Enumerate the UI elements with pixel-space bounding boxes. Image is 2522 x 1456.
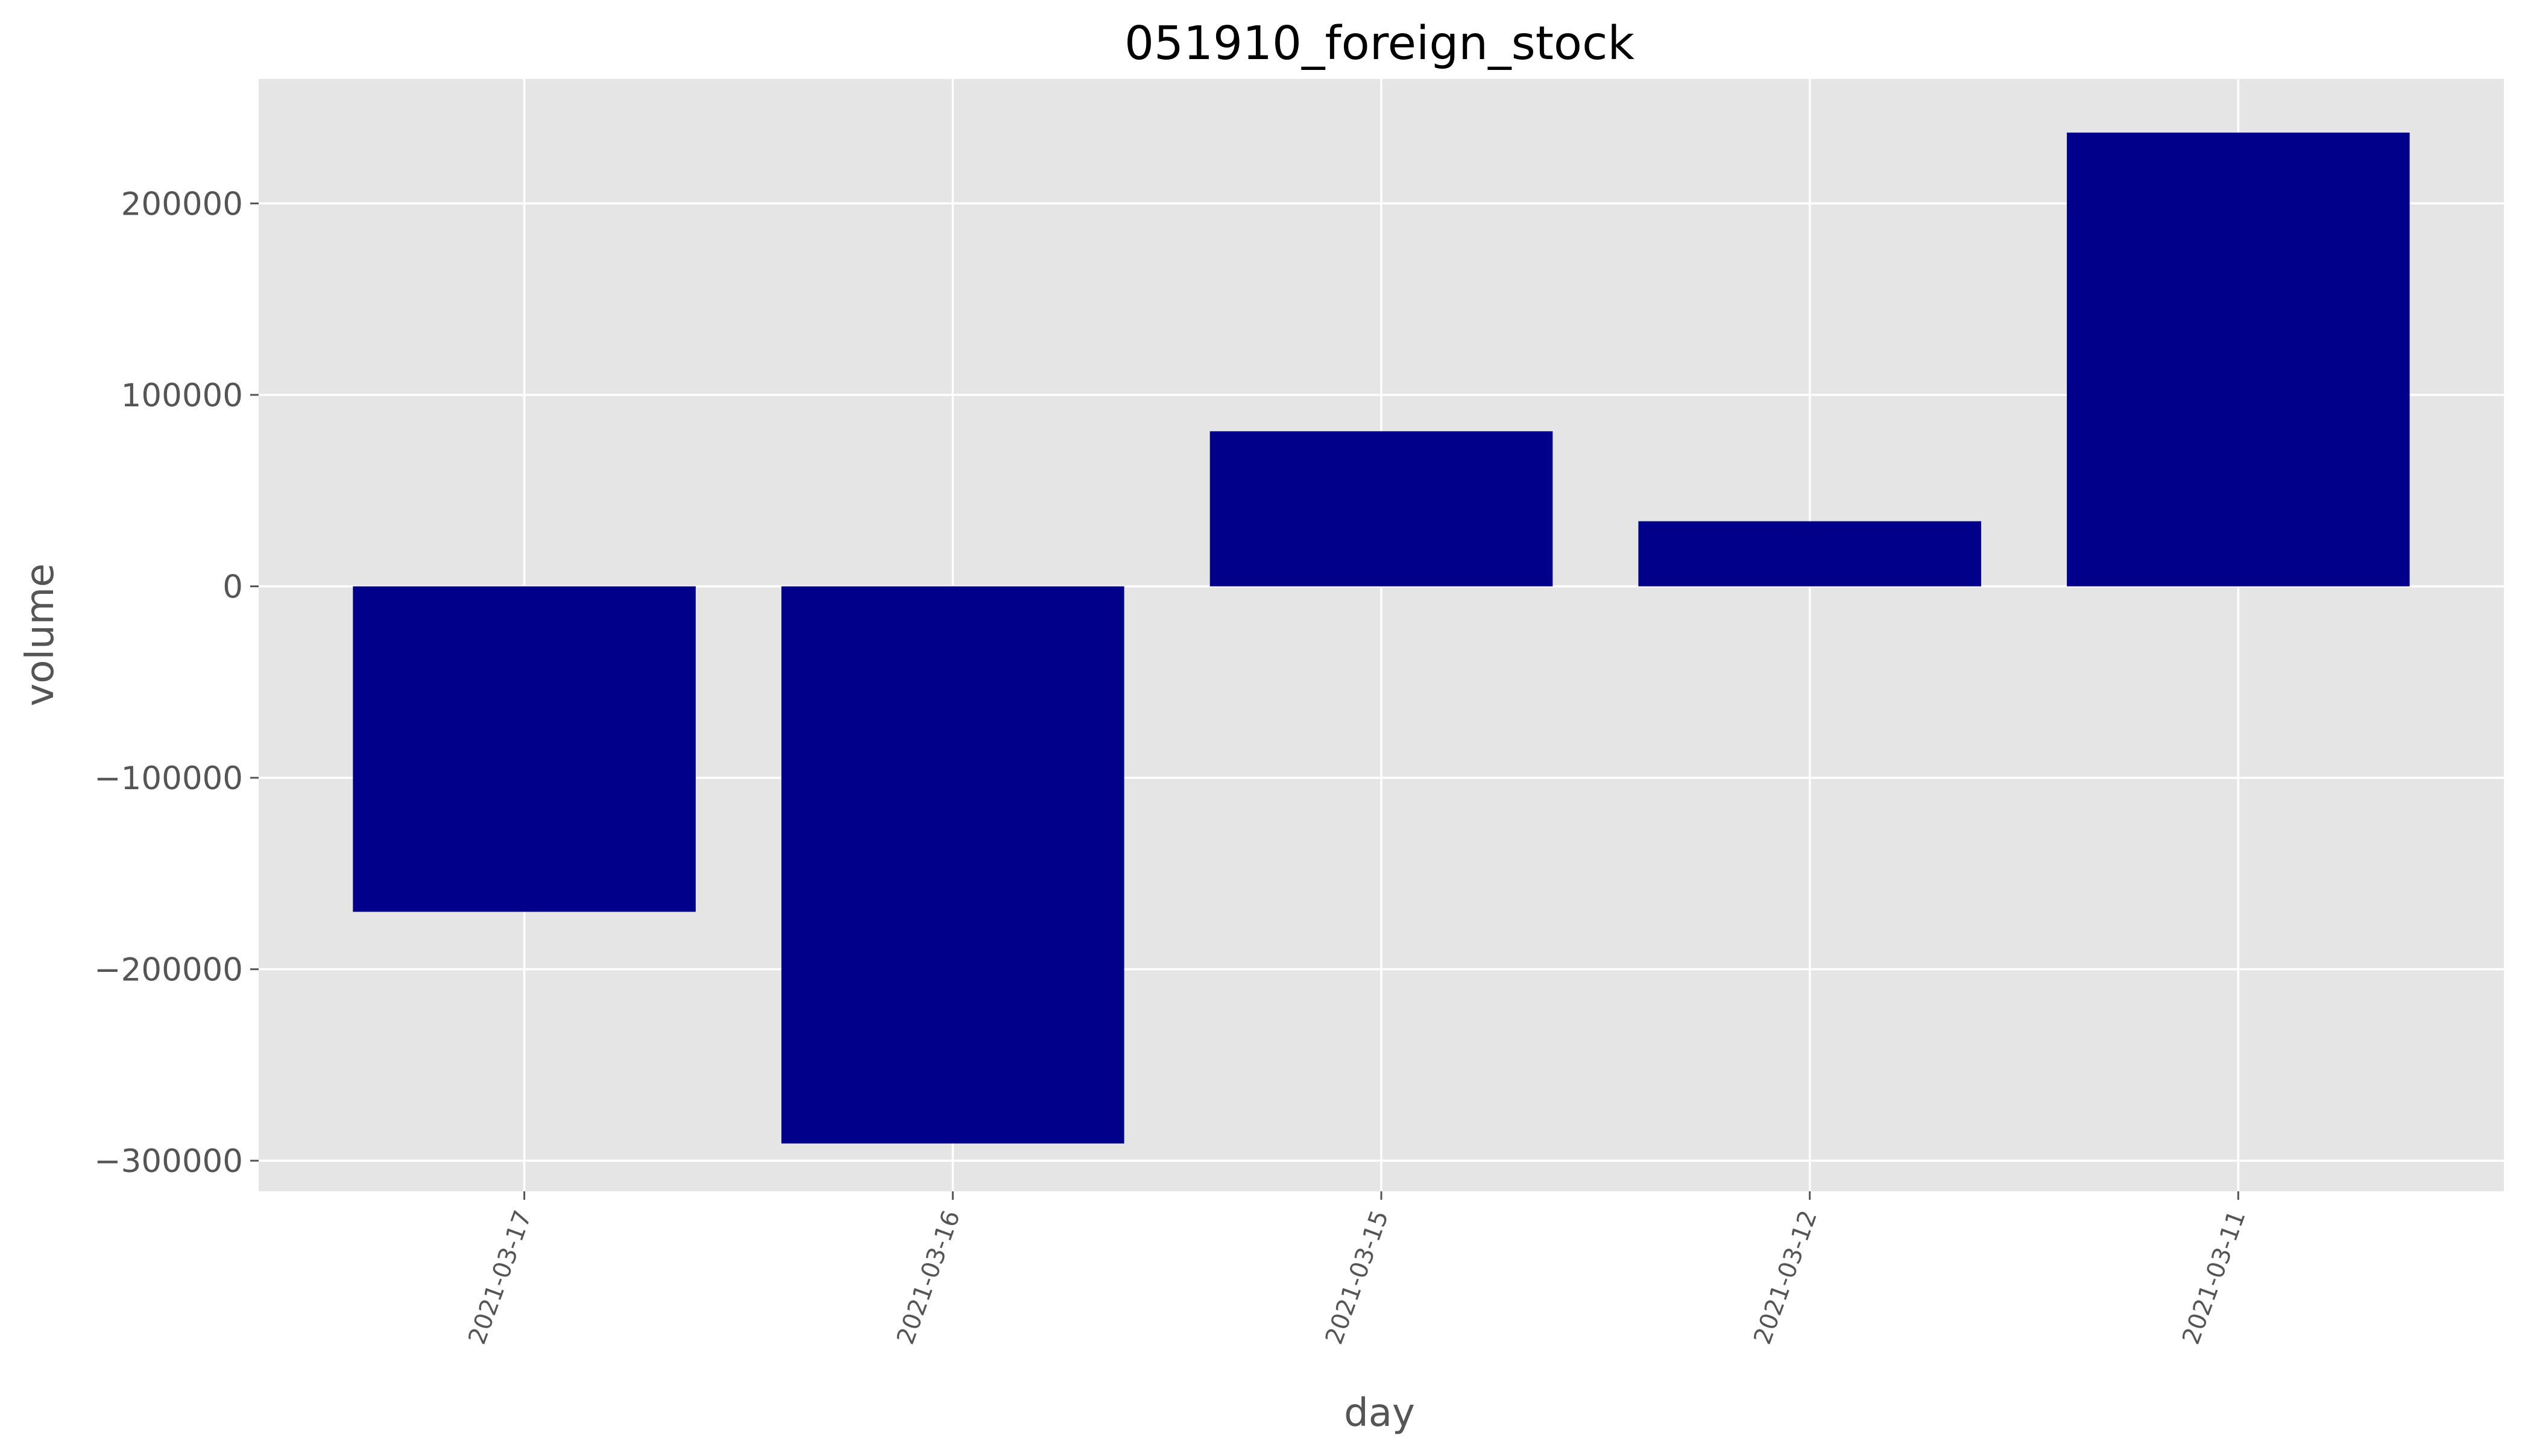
x-tick-label: 2021-03-12 [1748, 1207, 1823, 1348]
bar-2021-03-17 [353, 586, 696, 912]
y-tick-label: −100000 [94, 760, 243, 797]
y-tick-label: −300000 [94, 1143, 243, 1180]
bar-2021-03-15 [1209, 431, 1553, 587]
y-axis-label: volume [18, 563, 63, 706]
x-tick-label: 2021-03-15 [1320, 1207, 1395, 1348]
x-tick-label: 2021-03-11 [2177, 1207, 2251, 1348]
y-axis-ticks: 200000 100000 0 −100000 −200000 −300000 [94, 186, 259, 1180]
x-tick-label: 2021-03-17 [463, 1207, 537, 1348]
bar-2021-03-12 [1638, 521, 1981, 587]
y-tick-label: 100000 [121, 377, 243, 414]
y-tick-label: 200000 [121, 186, 243, 222]
y-tick-label: 0 [222, 569, 243, 606]
x-axis-ticks: 2021-03-17 2021-03-16 2021-03-15 2021-03-12… [463, 1191, 2251, 1348]
bar-2021-03-16 [781, 586, 1124, 1144]
x-tick-label: 2021-03-16 [892, 1207, 966, 1348]
chart-title: 051910_foreign_stock [1124, 17, 1635, 71]
x-axis-label: day [1344, 1391, 1415, 1436]
bar-2021-03-11 [2067, 132, 2410, 587]
bars [353, 132, 2410, 1144]
y-tick-label: −200000 [94, 952, 243, 989]
